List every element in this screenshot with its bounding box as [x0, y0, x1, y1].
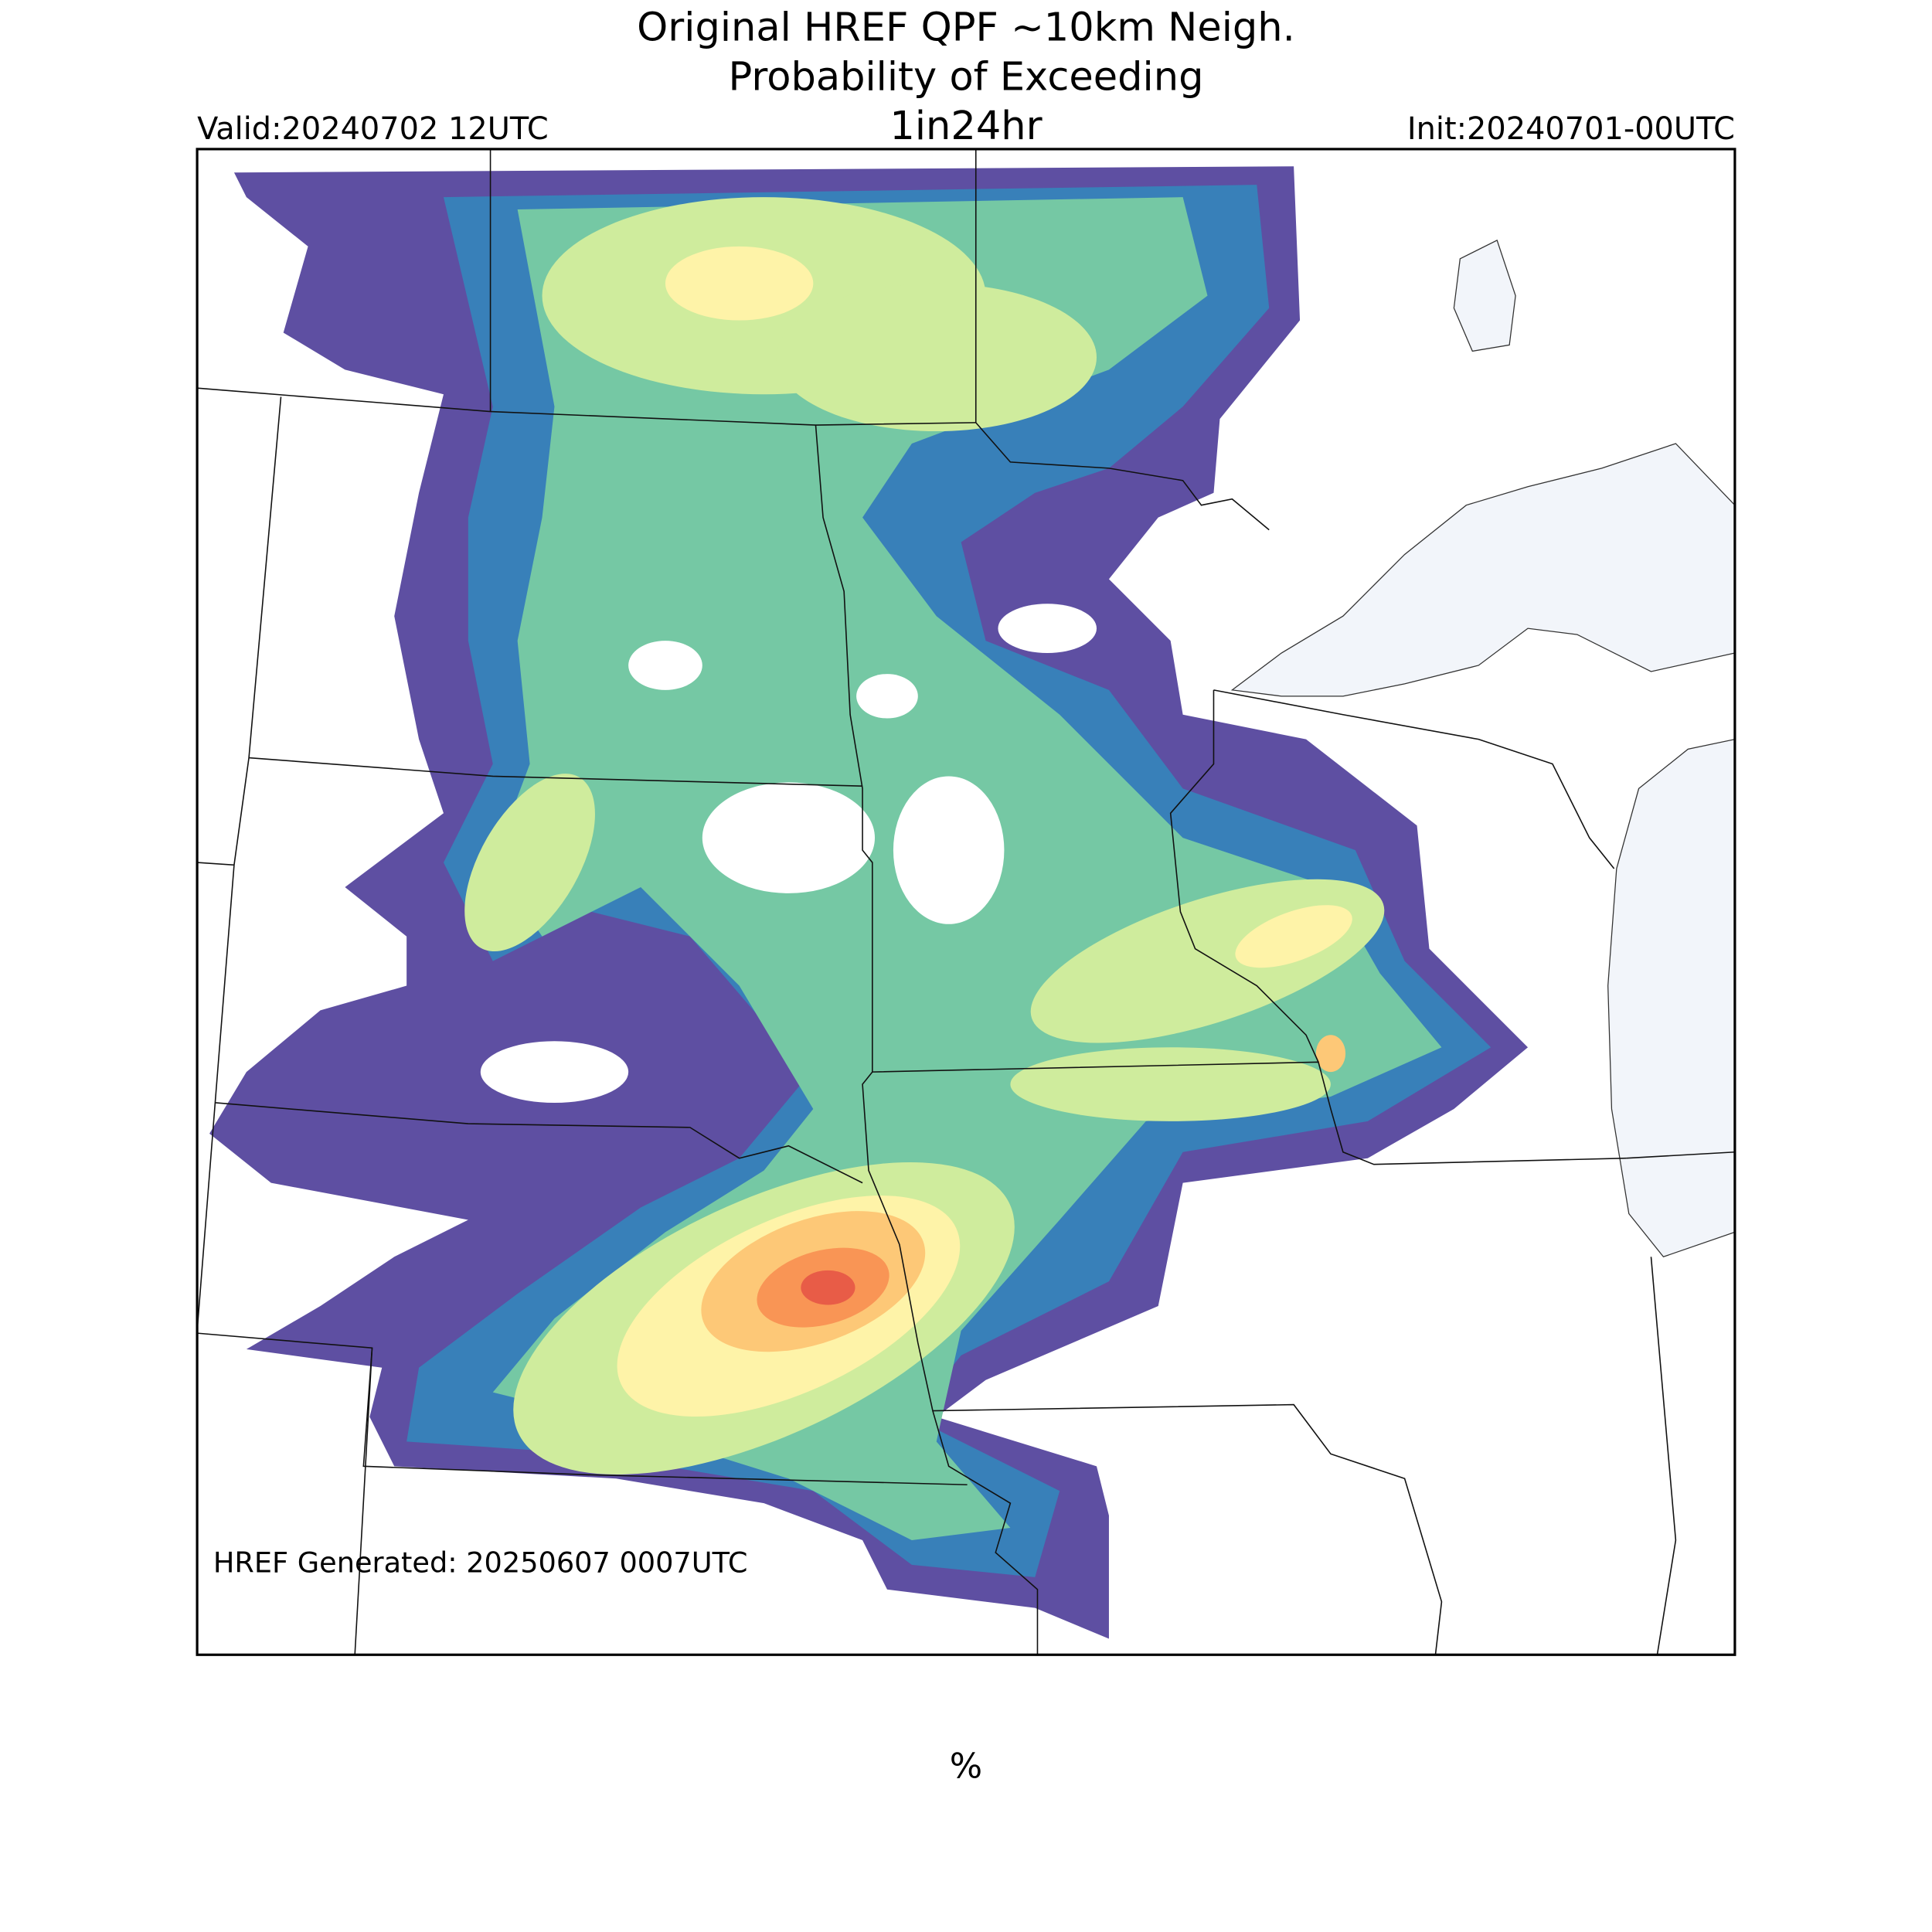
boundary: [489, 148, 1270, 531]
lake-superior: [1230, 443, 1735, 697]
colorbar-label: %: [950, 1747, 982, 1787]
map-frame: [196, 148, 1736, 1656]
title-line: Probability of Exceeding: [729, 54, 1204, 100]
probability-region: [702, 782, 876, 893]
probability-region: [480, 1041, 629, 1103]
boundary: [215, 1061, 1627, 1655]
probability-field: [209, 166, 1529, 1639]
init-time: Init:20240701-00UTC: [1407, 111, 1735, 147]
boundary: [197, 396, 373, 1655]
probability-region: [893, 776, 1005, 924]
title-line: Original HREF QPF ~10km Neigh.: [637, 5, 1295, 51]
lake-winnipeg: [1453, 240, 1516, 352]
map-area: [197, 148, 1735, 1655]
valid-time: Valid:20240702 12UTC: [197, 111, 549, 147]
probability-region: [464, 774, 595, 952]
boundary: [815, 425, 1039, 1655]
probability-region: [776, 283, 1097, 432]
generated-note: HREF Generated: 20250607 0007UTC: [213, 1546, 748, 1579]
probability-region: [1010, 1047, 1331, 1121]
probability-region: [1315, 1035, 1346, 1073]
probability-region: [665, 246, 814, 321]
probability-region: [801, 1270, 855, 1305]
boundary: [1169, 689, 1735, 1655]
boundary: [197, 757, 968, 1486]
lake-michigan: [1607, 738, 1735, 1258]
probability-region: [628, 641, 702, 690]
title-line: 1in24hr: [889, 104, 1042, 149]
probability-region: [998, 604, 1097, 654]
boundary: [197, 387, 976, 426]
probability-region: [1235, 905, 1352, 968]
probability-region: [856, 674, 918, 719]
